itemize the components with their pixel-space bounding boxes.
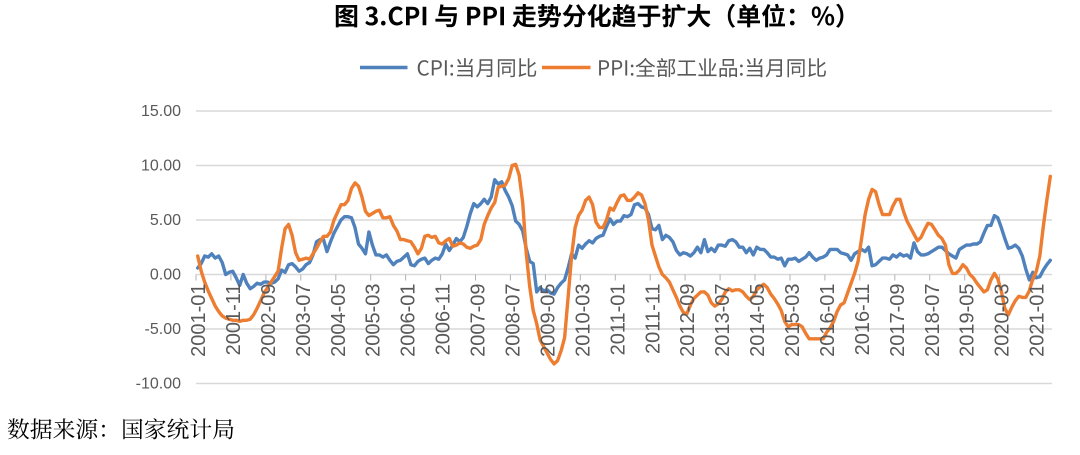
svg-text:2006-01: 2006-01: [398, 284, 420, 357]
svg-text:2016-01: 2016-01: [817, 284, 839, 357]
svg-text:5.00: 5.00: [150, 212, 181, 229]
svg-text:2016-11: 2016-11: [852, 284, 874, 356]
svg-text:2003-07: 2003-07: [293, 284, 315, 357]
svg-text:2002-09: 2002-09: [258, 284, 280, 357]
svg-text:2001-11: 2001-11: [223, 284, 245, 356]
svg-text:15.00: 15.00: [141, 103, 181, 120]
svg-text:2021-01: 2021-01: [1027, 284, 1049, 357]
svg-text:2006-11: 2006-11: [433, 283, 455, 355]
svg-text:2018-07: 2018-07: [922, 284, 944, 357]
svg-text:2009-05: 2009-05: [537, 284, 559, 357]
svg-text:2015-03: 2015-03: [782, 284, 804, 357]
svg-text:2004-05: 2004-05: [328, 284, 350, 357]
svg-text:2001-01: 2001-01: [188, 284, 210, 357]
svg-text:2005-03: 2005-03: [363, 284, 385, 357]
svg-text:2020-03: 2020-03: [992, 284, 1014, 357]
svg-text:10.00: 10.00: [141, 158, 181, 175]
svg-text:2013-07: 2013-07: [712, 284, 734, 357]
svg-text:-10.00: -10.00: [136, 376, 181, 393]
svg-text:-5.00: -5.00: [145, 321, 182, 338]
svg-text:2014-05: 2014-05: [747, 284, 769, 357]
svg-text:2010-03: 2010-03: [572, 284, 594, 357]
svg-text:2008-07: 2008-07: [503, 284, 525, 357]
svg-text:2012-09: 2012-09: [677, 284, 699, 357]
svg-text:2017-09: 2017-09: [887, 284, 909, 357]
svg-text:2007-09: 2007-09: [468, 283, 490, 356]
svg-text:0.00: 0.00: [150, 267, 181, 284]
svg-text:2011-01: 2011-01: [607, 284, 629, 356]
svg-text:2019-05: 2019-05: [957, 283, 979, 356]
svg-text:2011-11: 2011-11: [642, 284, 664, 354]
